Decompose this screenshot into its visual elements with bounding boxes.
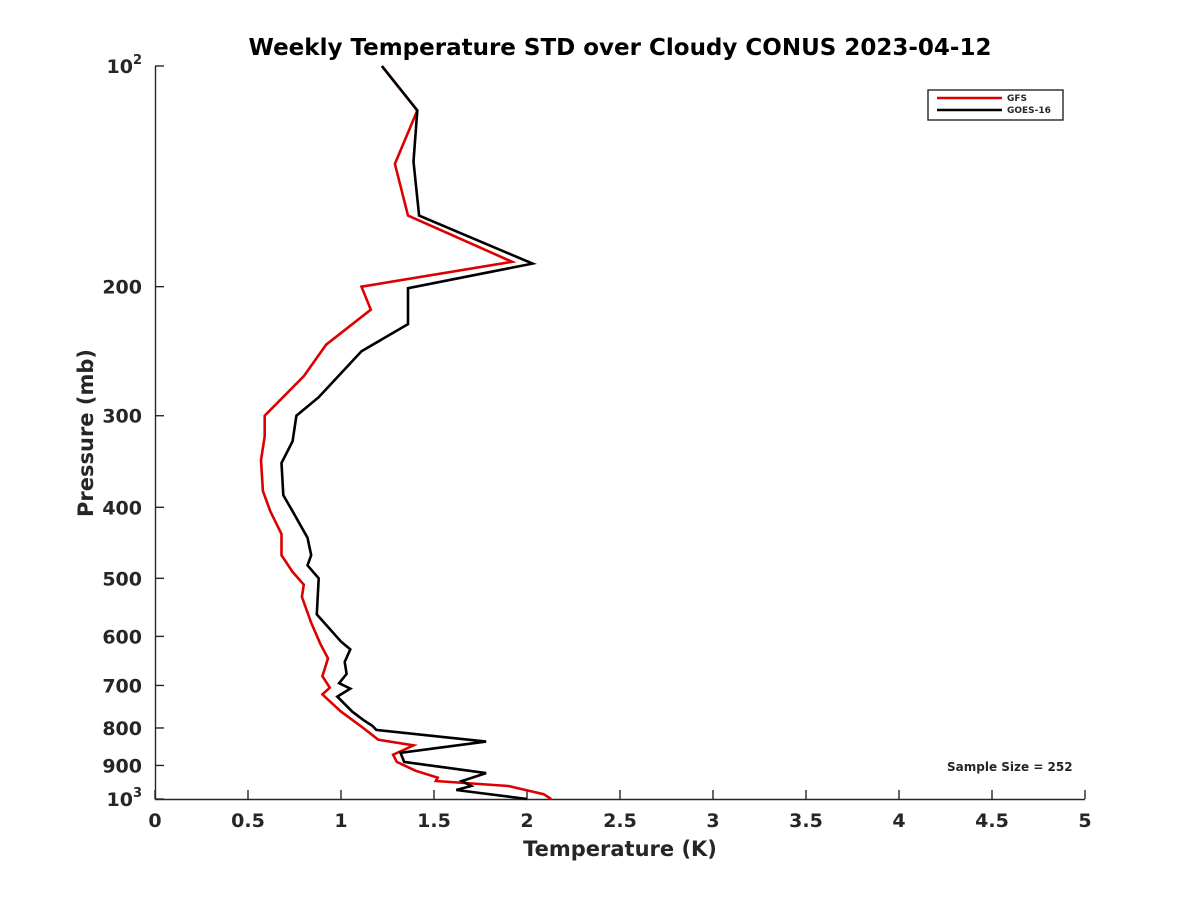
x-tick-label: 0.5	[231, 810, 265, 832]
x-tick-label: 0	[148, 810, 161, 832]
x-tick-label: 4	[892, 810, 905, 832]
y-axis-label: Pressure (mb)	[74, 349, 98, 517]
y-tick-label: 900	[102, 755, 142, 777]
x-tick-label: 5	[1078, 810, 1091, 832]
x-tick-label: 4.5	[975, 810, 1009, 832]
y-tick-label: 600	[102, 626, 142, 648]
x-tick-label: 1.5	[417, 810, 451, 832]
legend: GFS GOES-16	[927, 89, 1064, 121]
x-tick-label: 2.5	[603, 810, 637, 832]
y-tick-label: 400	[102, 497, 142, 519]
plot-axes	[154, 66, 1085, 801]
y-tick-label: 102	[107, 53, 143, 78]
x-tick-label: 3	[706, 810, 719, 832]
legend-item-gfs: GFS	[937, 94, 1027, 104]
series-line-goes16	[280, 65, 538, 801]
legend-box	[927, 89, 1064, 121]
x-tick-label: 3.5	[789, 810, 823, 832]
y-tick-label: 300	[102, 406, 142, 428]
legend-label-gfs: GFS	[1007, 94, 1027, 104]
y-tick-label: 700	[102, 675, 142, 697]
y-tick-label: 200	[102, 277, 142, 299]
y-tick-label: 500	[102, 568, 142, 590]
chart-title: Weekly Temperature STD over Cloudy CONUS…	[249, 35, 992, 61]
y-tick-label: 103	[107, 786, 143, 811]
legend-item-goes16: GOES-16	[937, 106, 1051, 116]
x-tick-label: 1	[334, 810, 347, 832]
y-ticks: 102 200 300 400 500 600 700 800 900 103	[102, 53, 164, 811]
series-group	[259, 65, 552, 801]
x-axis-label: Temperature (K)	[523, 837, 717, 861]
legend-label-goes16: GOES-16	[1007, 106, 1051, 116]
sample-size-annotation: Sample Size = 252	[947, 760, 1073, 774]
series-line-gfs	[259, 65, 552, 801]
x-ticks: 0 0.5 1 1.5 2 2.5 3 3.5 4 4.5 5	[148, 790, 1092, 832]
x-tick-label: 2	[520, 810, 533, 832]
y-tick-label: 800	[102, 718, 142, 740]
